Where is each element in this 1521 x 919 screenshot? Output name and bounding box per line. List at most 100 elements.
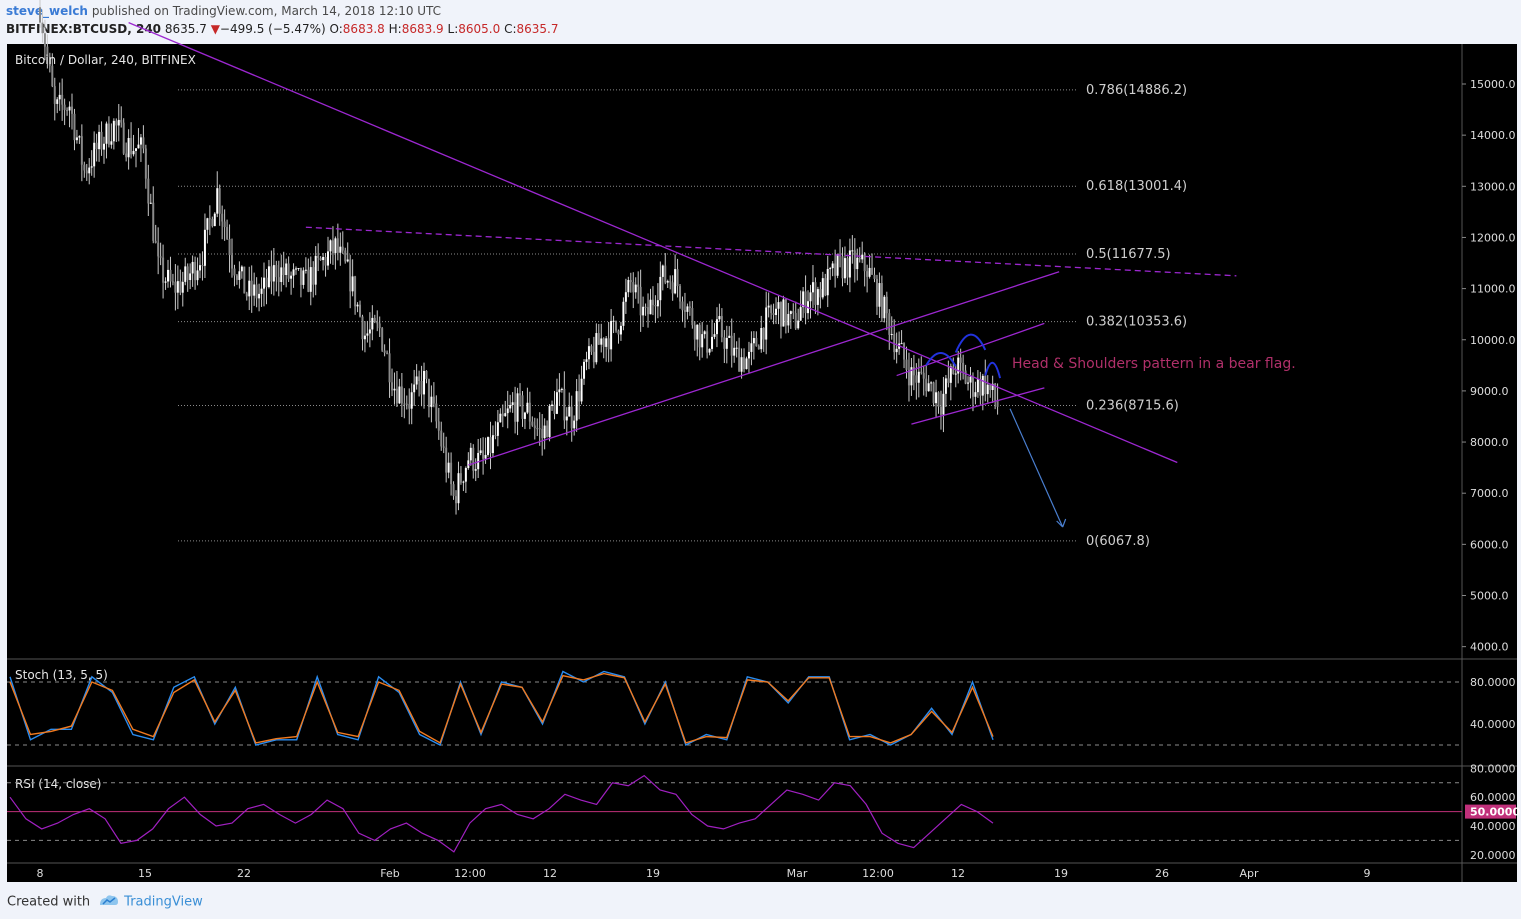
footer: Created with TradingView <box>7 893 203 911</box>
candle-body <box>400 386 403 404</box>
candle-body <box>856 257 859 270</box>
candle-body <box>570 406 573 429</box>
candle-body <box>976 379 979 393</box>
candle-body <box>610 320 613 350</box>
candle-body <box>738 347 741 372</box>
candle-body <box>730 335 733 356</box>
candle-body <box>425 370 428 380</box>
candle-body <box>41 22 44 34</box>
candle-body <box>56 99 59 104</box>
candle-body <box>580 378 583 402</box>
candle-body <box>996 400 999 407</box>
candle-body <box>112 120 115 142</box>
candle-body <box>103 143 106 150</box>
candle-body <box>942 393 945 415</box>
rsi-current-badge <box>1465 804 1516 819</box>
candle-body <box>713 334 716 337</box>
candle-body <box>295 268 298 270</box>
candle-body <box>314 255 317 285</box>
fib-level-label: 0.236(8715.6) <box>1086 398 1179 413</box>
candle-body <box>469 447 472 461</box>
price-change: −499.5 (−5.47%) <box>219 22 326 36</box>
candle-body <box>147 178 150 204</box>
tradingview-link[interactable]: TradingView <box>124 894 203 910</box>
candle-body <box>277 277 280 282</box>
candle-body <box>250 280 253 296</box>
x-tick-label: 12:00 <box>454 867 486 880</box>
candle-body <box>651 299 654 306</box>
candle-body <box>435 403 438 422</box>
candle-body <box>366 333 369 336</box>
candle-body <box>875 278 878 307</box>
candle-body <box>408 404 411 409</box>
candle-body <box>565 416 568 421</box>
projection-arrow <box>1009 408 1064 528</box>
candle-body <box>578 391 581 402</box>
candle-body <box>536 428 539 430</box>
candle-body <box>447 462 450 473</box>
candle-body <box>164 281 167 283</box>
candle-body <box>403 403 406 405</box>
candle-body <box>637 284 640 287</box>
candle-body <box>267 266 270 288</box>
candle-body <box>775 308 778 315</box>
candle-body <box>206 218 209 230</box>
candle-body <box>189 273 192 281</box>
candle-body <box>117 119 120 126</box>
candle-body <box>629 280 632 283</box>
y-tick-label: 8000.0 <box>1470 436 1509 449</box>
candle-body <box>548 406 551 438</box>
candle-body <box>398 386 401 404</box>
candle-body <box>226 227 229 239</box>
candle-body <box>368 329 371 334</box>
tradingview-logo-icon[interactable] <box>98 893 120 911</box>
candle-body <box>880 283 883 319</box>
candle-body <box>720 316 723 338</box>
candle-body <box>467 460 470 469</box>
open-label: O: <box>329 22 343 36</box>
candle-body <box>846 258 849 278</box>
candle-body <box>558 389 561 393</box>
candle-body <box>130 137 133 155</box>
candle-body <box>903 343 906 360</box>
candle-body <box>484 454 487 459</box>
candle-body <box>703 331 706 335</box>
candle-body <box>297 268 300 270</box>
candle-body <box>989 384 992 391</box>
candle-body <box>848 250 851 278</box>
candle-body <box>809 292 812 302</box>
y-tick-label: 13000.0 <box>1470 180 1516 193</box>
candle-body <box>162 257 165 283</box>
candle-body <box>632 282 635 293</box>
candle-body <box>765 307 768 340</box>
candle-body <box>83 164 86 171</box>
candle-body <box>654 305 657 307</box>
candle-body <box>917 371 920 383</box>
x-tick-label: 26 <box>1155 867 1169 880</box>
candle-body <box>935 392 938 404</box>
candle-body <box>331 240 334 254</box>
candle-body <box>157 242 160 257</box>
candle-body <box>248 280 251 297</box>
candle-body <box>723 337 726 349</box>
candle-body <box>51 65 54 87</box>
candle-body <box>986 384 989 395</box>
candle-body <box>270 266 273 282</box>
candle-body <box>46 46 49 58</box>
candle-body <box>199 265 202 271</box>
candle-body <box>893 333 896 353</box>
candle-body <box>939 406 942 415</box>
candle-body <box>423 370 426 395</box>
candle-body <box>391 382 394 391</box>
author-link[interactable]: steve_welch <box>6 4 88 18</box>
candle-body <box>105 123 108 144</box>
candle-body <box>381 328 384 351</box>
x-tick-label: Feb <box>380 867 399 880</box>
candle-body <box>68 106 71 111</box>
candle-body <box>216 188 219 214</box>
candle-body <box>395 388 398 404</box>
candle-body <box>203 229 206 266</box>
candle-body <box>816 289 819 305</box>
candle-body <box>506 408 509 414</box>
